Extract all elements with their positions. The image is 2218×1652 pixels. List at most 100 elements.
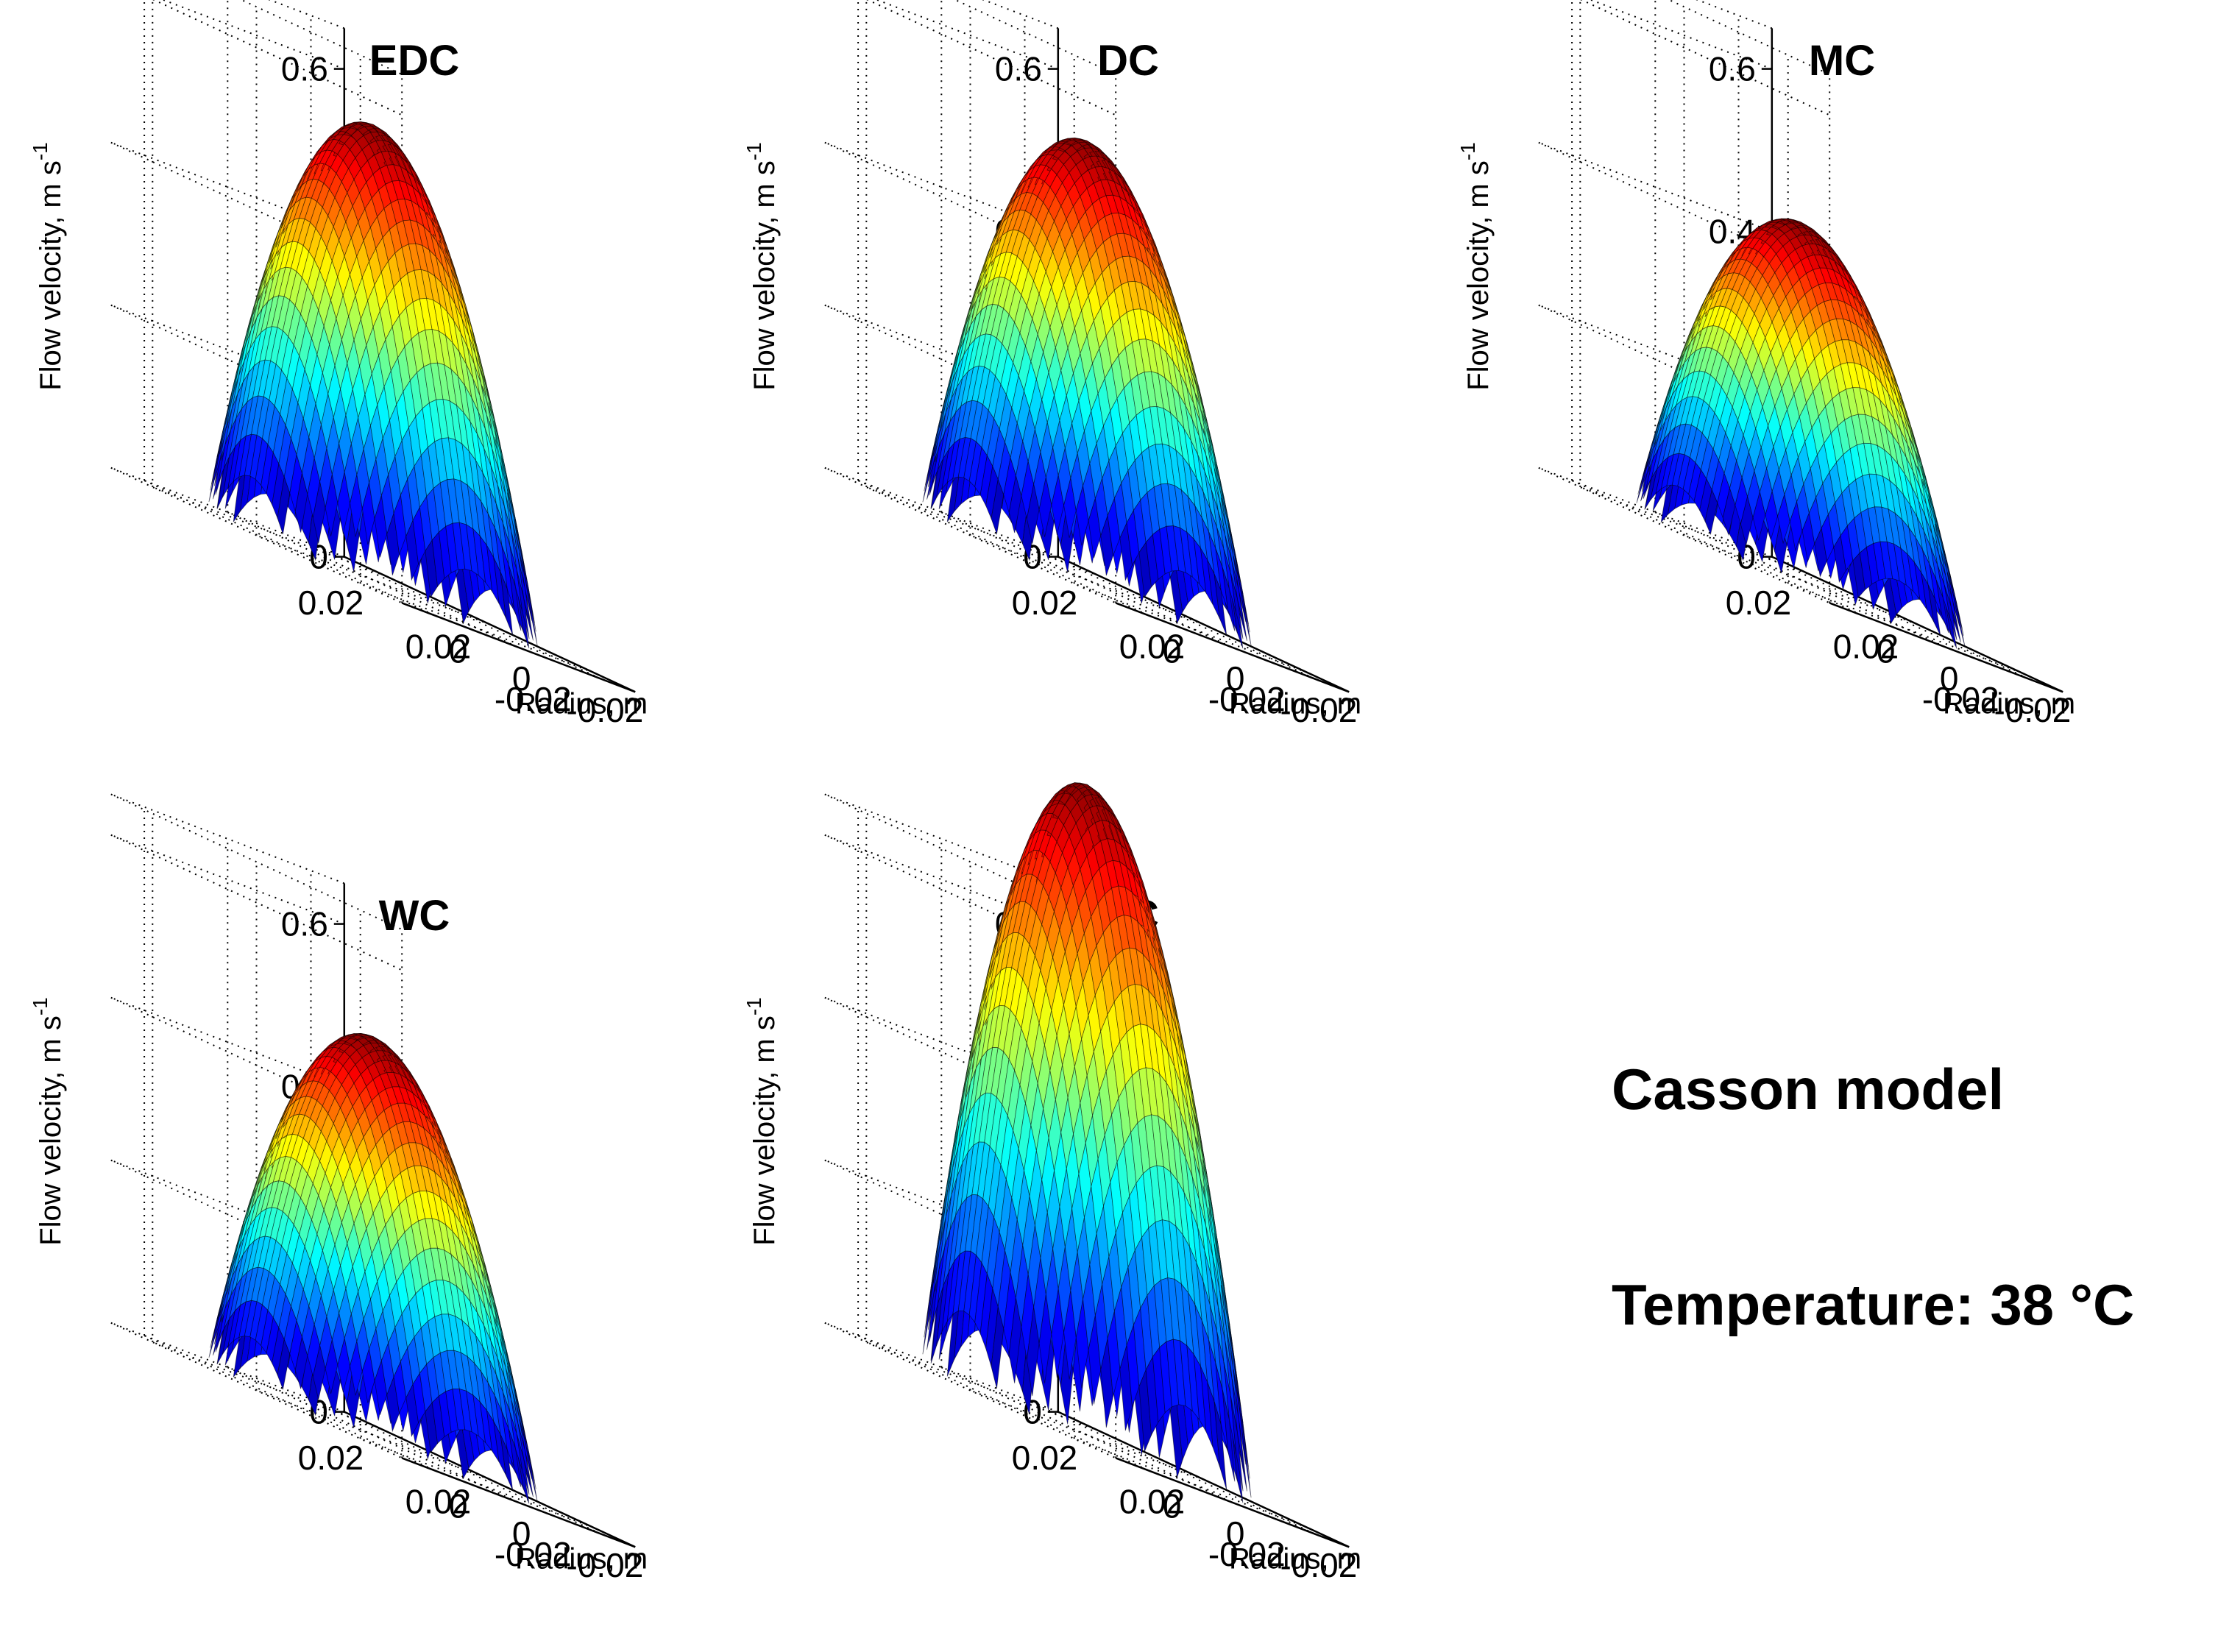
y-axis — [1057, 1411, 1350, 1548]
x-axis-label: Radius, m — [515, 688, 648, 720]
z-axis-label-text: Flow velocity, m s — [748, 160, 781, 391]
surface-patch — [525, 1440, 538, 1502]
x-tick-label: 0.02 — [405, 1483, 472, 1521]
z-axis-label: Flow velocity, m s-1 — [1456, 142, 1495, 391]
grid-line — [824, 141, 1116, 279]
x-axis-label: Radius, m — [1229, 1543, 1361, 1575]
z-tick-label: 0.6 — [995, 50, 1042, 88]
grid-line — [240, 0, 403, 76]
y-tick-label: -0.02 — [1208, 1535, 1286, 1573]
x-axis — [1115, 1457, 1350, 1548]
x-tick-label: 0.02 — [1119, 628, 1186, 666]
y-tick-label: -0.02 — [495, 680, 572, 718]
y-axis — [1771, 556, 2063, 693]
y-tick-label: 0 — [449, 1486, 468, 1525]
grid-line — [824, 834, 1116, 971]
y-tick-label: 0.02 — [1012, 584, 1078, 622]
z-axis-label-superscript: -1 — [29, 997, 52, 1015]
surface-plot-dc: DC00.20.40.60.020-0.02-0.0200.02Radius, … — [743, 0, 1361, 729]
x-tick-label: 0 — [1226, 659, 1245, 698]
y-tick-label: 0 — [1163, 1486, 1182, 1525]
y-tick-label: 0 — [1163, 631, 1182, 670]
grid-line — [1696, 0, 1773, 29]
surface-patch — [525, 576, 538, 645]
x-tick-label: 0.02 — [405, 628, 472, 666]
grid-line — [1074, 1438, 1308, 1529]
grid-line — [311, 1398, 603, 1535]
grid-line — [1024, 543, 1317, 680]
z-axis-label-superscript: -1 — [29, 142, 52, 160]
surface — [208, 1032, 538, 1504]
x-tick-label: 0 — [512, 1514, 531, 1553]
y-tick-label: 0.02 — [1012, 1439, 1078, 1477]
surface-patch — [1239, 579, 1252, 646]
surface-plot-wc: WC00.20.40.60.020-0.02-0.0200.02Radius, … — [29, 793, 648, 1584]
plot-title: MC — [1809, 37, 1875, 85]
grid — [824, 793, 1317, 1535]
plot-title: WC — [379, 892, 450, 940]
y-tick-label: 0.02 — [298, 1439, 364, 1477]
grid-line — [940, 1366, 1233, 1503]
surface-patch — [517, 559, 531, 628]
x-tick-label: 0.02 — [1833, 628, 1899, 666]
x-tick-label: 0 — [512, 659, 531, 698]
surface — [208, 121, 538, 649]
grid-line — [1024, 1398, 1317, 1535]
grid-line — [110, 793, 403, 931]
z-axis-label: Flow velocity, m s-1 — [29, 997, 67, 1246]
x-tick-label: -0.02 — [1280, 691, 1357, 729]
surface-patch — [1927, 584, 1941, 636]
z-axis-label-text: Flow velocity, m s — [35, 160, 67, 391]
x-axis — [401, 602, 636, 693]
surface-plot-rc: RC00.20.40.60.020-0.02-0.0200.02Radius, … — [743, 782, 1361, 1584]
x-tick-label: -0.02 — [1994, 691, 2071, 729]
z-tick-label: 0.6 — [281, 905, 328, 943]
plot-title: EDC — [369, 37, 459, 85]
surface-patch — [517, 1424, 531, 1485]
grid-line — [824, 467, 1116, 604]
grid-line — [1654, 511, 1947, 648]
surface — [1636, 218, 1966, 649]
grid-line — [110, 141, 403, 279]
surface-patch — [1231, 561, 1245, 628]
y-axis — [344, 556, 636, 693]
grid-line — [857, 1335, 1149, 1472]
y-tick-label: -0.02 — [1922, 680, 1999, 718]
z-axis-label-text: Flow velocity, m s — [35, 1015, 67, 1246]
y-tick-label: -0.02 — [495, 1535, 572, 1573]
y-tick-label: 0.02 — [1726, 584, 1792, 622]
z-axis-label-text: Flow velocity, m s — [748, 1015, 781, 1246]
grid-line — [1580, 0, 1830, 116]
grid-line — [227, 511, 520, 648]
grid — [1538, 0, 2030, 680]
surface-patch — [500, 1434, 514, 1491]
z-axis-label: Flow velocity, m s-1 — [743, 142, 781, 391]
x-axis — [1115, 602, 1350, 693]
grid-line — [110, 1322, 403, 1459]
grid-line — [1538, 467, 1830, 604]
grid-line — [268, 0, 345, 29]
grid-line — [857, 480, 1149, 617]
y-axis — [344, 1411, 636, 1548]
y-axis — [1057, 556, 1350, 693]
x-tick-label: 0.02 — [1119, 1483, 1186, 1521]
y-tick-label: 0 — [1877, 631, 1896, 670]
surface — [922, 137, 1252, 649]
grid-line — [866, 0, 1116, 116]
grid-line — [954, 0, 1116, 76]
grid-line — [227, 1366, 520, 1503]
x-axis — [401, 1457, 636, 1548]
y-tick-label: 0 — [449, 631, 468, 670]
grid-line — [1738, 543, 2030, 680]
surface-patch — [1952, 592, 1966, 647]
z-axis-label: Flow velocity, m s-1 — [29, 142, 67, 391]
z-axis-label-superscript: -1 — [1456, 142, 1479, 160]
grid-line — [940, 511, 1233, 648]
grid-line — [152, 0, 403, 116]
grid-line — [110, 834, 403, 971]
grid-line — [1538, 141, 1830, 279]
y-tick-label: -0.02 — [1208, 680, 1286, 718]
z-axis-label-superscript: -1 — [743, 142, 765, 160]
surface-plot-edc: EDC00.20.40.60.020-0.02-0.0200.02Radius,… — [29, 0, 648, 729]
z-axis-label-superscript: -1 — [743, 997, 765, 1015]
